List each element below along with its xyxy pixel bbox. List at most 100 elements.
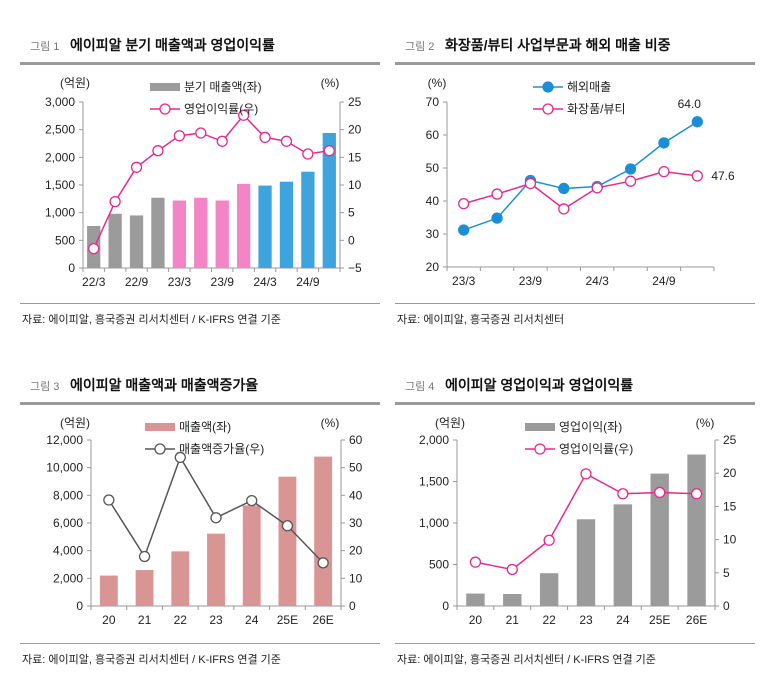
legend-label: 매출액(좌) bbox=[179, 420, 231, 434]
y-tick-label-left: 12,000 bbox=[46, 433, 83, 447]
x-tick-label: 22 bbox=[174, 613, 188, 627]
y-tick-label-left: 50 bbox=[426, 161, 440, 175]
bar bbox=[242, 505, 261, 606]
legend-label: 영업이익률(우) bbox=[559, 442, 633, 456]
data-point bbox=[524, 177, 537, 190]
y-tick-label-right: 0 bbox=[723, 599, 730, 613]
data-point bbox=[152, 145, 164, 157]
legend-marker bbox=[542, 103, 554, 115]
x-tick-label: 24/9 bbox=[652, 274, 676, 288]
y-tick-label-right: 60 bbox=[349, 433, 363, 447]
y-tick-label-right: 10 bbox=[349, 571, 363, 585]
data-point bbox=[558, 203, 570, 215]
figure-3-panel: 그림 3 에이피알 매출액과 매출액증가율 0 2,000 4,000 6,000 8,… bbox=[20, 370, 380, 670]
data-point bbox=[216, 135, 228, 147]
y-tick-label-right: 50 bbox=[349, 461, 363, 475]
data-point bbox=[491, 212, 503, 224]
x-tick-label: 23/3 bbox=[452, 274, 476, 288]
figure-1-panel: 그림 1 에이피알 분기 매출액과 영업이익률 0 500 1,000 1,500 2,… bbox=[20, 30, 380, 330]
legend-marker bbox=[542, 81, 554, 93]
data-point bbox=[580, 468, 592, 480]
x-tick-label: 22/3 bbox=[82, 275, 106, 289]
legend-marker bbox=[159, 103, 171, 115]
y-tick-label-right: 5 bbox=[723, 566, 730, 580]
data-point bbox=[246, 494, 258, 507]
data-point bbox=[506, 563, 518, 576]
y-tick-label-right: 0 bbox=[349, 599, 356, 613]
bar bbox=[301, 171, 315, 268]
bar bbox=[108, 213, 122, 268]
y-tick-label-right: 20 bbox=[349, 544, 363, 558]
data-point bbox=[617, 488, 629, 500]
y-tick-label-left: 0 bbox=[68, 261, 75, 275]
x-tick-label: 24/3 bbox=[253, 275, 277, 289]
x-tick-label: 25E bbox=[277, 613, 298, 627]
chart-overseas-cosmetics-share: 20 30 40 50 60 70 23/3 23/9 24/3 24/9 (%) 64.0 해외매출 4… bbox=[426, 76, 735, 288]
bar bbox=[194, 197, 208, 268]
data-point bbox=[317, 557, 329, 569]
bar bbox=[322, 132, 336, 268]
figure-number: 그림 4 bbox=[405, 381, 435, 393]
data-point bbox=[469, 556, 482, 568]
y-tick-label-right: 25 bbox=[723, 433, 737, 447]
data-point bbox=[130, 161, 143, 173]
data-point bbox=[210, 512, 222, 524]
data-point bbox=[458, 197, 470, 210]
bar bbox=[135, 570, 154, 606]
x-tick-label: 24/3 bbox=[586, 274, 610, 288]
y-tick-label-right: 15 bbox=[723, 499, 737, 513]
y-tick-label-right: 10 bbox=[723, 533, 737, 547]
x-tick-label: 21 bbox=[138, 613, 152, 627]
y-tick-label-left: 3,000 bbox=[45, 95, 75, 109]
data-point bbox=[558, 182, 570, 195]
data-point bbox=[280, 135, 293, 147]
chart-annual-sales-growth: 0 2,000 4,000 6,000 8,000 10,000 12,000 0 10 20 30… bbox=[46, 416, 363, 627]
x-tick-label: 21 bbox=[506, 613, 520, 627]
data-point bbox=[323, 145, 335, 157]
source-note: 자료: 에이피알, 흥국증권 리서치센터 / K-IFRS 연결 기준 bbox=[22, 314, 281, 326]
figure-2-panel: 그림 2 화장품/뷰티 사업부문과 해외 매출 비중 20 30 40 50 60 70 2… bbox=[395, 30, 755, 330]
y-tick-label-left: 0 bbox=[76, 599, 83, 613]
source-note: 자료: 에이피알, 흥국증권 리서치센터 bbox=[397, 314, 565, 326]
x-tick-label: 23/9 bbox=[519, 274, 543, 288]
data-point bbox=[624, 163, 637, 175]
data-point bbox=[103, 494, 115, 506]
y-tick-label-right: −5 bbox=[348, 261, 362, 275]
bar bbox=[207, 533, 225, 606]
bar bbox=[278, 476, 297, 606]
y-tick-label-right: 40 bbox=[349, 488, 363, 502]
bar bbox=[576, 519, 596, 606]
data-point bbox=[259, 131, 271, 144]
y-tick-label-left: 2,000 bbox=[53, 571, 83, 585]
legend-label: 매출액증가율(우) bbox=[179, 442, 264, 456]
data-point bbox=[302, 148, 314, 160]
y-tick-label-left: 60 bbox=[426, 128, 440, 142]
bar bbox=[129, 215, 144, 268]
x-tick-label: 23/3 bbox=[168, 275, 192, 289]
source-rule bbox=[395, 303, 755, 304]
bar bbox=[314, 456, 333, 606]
figure-number: 그림 1 bbox=[30, 41, 60, 53]
series-line bbox=[93, 114, 330, 249]
data-point bbox=[195, 127, 207, 139]
x-tick-label: 24 bbox=[245, 613, 259, 627]
chart-quarterly-sales-margin: 0 500 1,000 1,500 2,000 2,500 3,000 −5 0 5 10 15 20 2… bbox=[45, 76, 362, 289]
y-tick-label-right: 5 bbox=[348, 206, 355, 220]
y-tick-label-left: 10,000 bbox=[46, 461, 83, 475]
source-rule bbox=[395, 643, 755, 644]
x-tick-label: 24/9 bbox=[296, 275, 320, 289]
data-point bbox=[281, 520, 294, 532]
y-tick-label-right: 10 bbox=[348, 178, 362, 192]
figure-title: 에이피알 매출액과 매출액증가율 bbox=[70, 377, 259, 393]
bar bbox=[171, 551, 190, 606]
y-tick-label-right: 0 bbox=[348, 233, 355, 247]
y-tick-label-right: 20 bbox=[723, 466, 737, 480]
data-label: 64.0 bbox=[678, 97, 702, 111]
unit-right: (%) bbox=[321, 76, 340, 90]
x-tick-label: 23 bbox=[209, 613, 223, 627]
figure-number: 그림 3 bbox=[30, 381, 60, 393]
y-tick-label-right: 20 bbox=[348, 123, 362, 137]
x-tick-label: 24 bbox=[616, 613, 630, 627]
legend-label: 영업이익률(우) bbox=[184, 102, 258, 116]
x-tick-label: 22 bbox=[542, 613, 556, 627]
